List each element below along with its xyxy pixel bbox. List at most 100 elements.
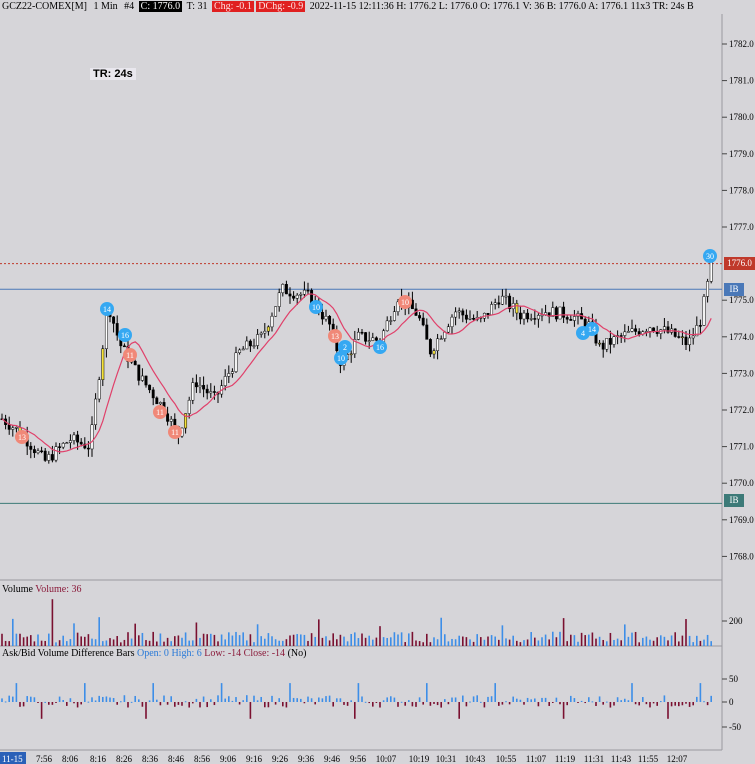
candle-body	[612, 336, 616, 345]
volume-bar	[638, 642, 640, 646]
diff-bar	[246, 695, 248, 702]
diff-bar	[678, 702, 680, 707]
volume-bar	[174, 636, 176, 646]
diff-bar	[184, 701, 187, 703]
candle	[428, 338, 432, 358]
time-axis-label: 8:16	[90, 754, 107, 764]
candle	[11, 425, 15, 437]
diff-bar	[260, 696, 262, 702]
candle-body	[472, 318, 476, 320]
volume-bar	[40, 640, 43, 646]
volume-bar	[145, 640, 147, 646]
volume-bar	[465, 637, 468, 646]
volume-bar	[202, 633, 205, 646]
time-axis-label: 8:26	[116, 754, 133, 764]
red-marker-label: 13	[331, 332, 339, 341]
candle-body	[468, 318, 472, 320]
volume-bar	[390, 637, 392, 646]
volume-bar	[512, 635, 514, 646]
current-price-label: 1776.0	[724, 257, 755, 270]
diff-bar	[541, 697, 543, 702]
candle-body	[274, 306, 278, 317]
candle	[414, 303, 418, 317]
time-axis-label: 10:43	[465, 754, 486, 764]
candle-body	[691, 335, 695, 339]
candle	[576, 310, 580, 325]
diff-bar	[631, 683, 633, 702]
diff-bar	[37, 702, 39, 703]
diff-bar	[480, 701, 482, 703]
candle-body	[353, 339, 357, 355]
candle-body	[551, 307, 555, 317]
volume-bar	[454, 639, 457, 646]
candle-body	[526, 312, 530, 320]
blue-marker-label: 14	[103, 305, 111, 314]
candle	[97, 376, 101, 403]
diff-bar	[465, 702, 468, 707]
symbol-label[interactable]: GCZ22-COMEX[M]	[2, 1, 87, 12]
candle-body	[569, 319, 573, 321]
candle-body	[698, 325, 702, 327]
blue-marker	[309, 300, 323, 314]
candle	[83, 437, 87, 450]
volume-bar	[706, 634, 709, 646]
volume-bar	[37, 634, 39, 646]
candle-body	[425, 324, 429, 340]
volume-bar	[184, 632, 187, 646]
candle-body	[486, 312, 490, 315]
volume-bar	[213, 634, 216, 646]
red-marker	[398, 295, 412, 309]
candle	[601, 340, 605, 358]
volume-bar	[537, 640, 540, 646]
candle	[245, 336, 249, 350]
red-marker-label: 13	[18, 433, 26, 442]
volume-bar	[15, 633, 18, 646]
diff-bar	[498, 702, 500, 706]
volume-bar	[163, 641, 165, 646]
diff-bar	[537, 702, 540, 707]
volume-bar	[91, 638, 93, 646]
candle-body	[493, 302, 497, 305]
diff-bar	[357, 683, 360, 702]
volume-bar	[580, 632, 583, 646]
diff-bar	[138, 699, 140, 702]
volume-bar	[494, 636, 496, 646]
volume-bar	[602, 639, 604, 646]
diff-bar	[123, 695, 126, 702]
candle	[500, 289, 504, 306]
candle-body	[709, 261, 713, 282]
volume-bar	[48, 633, 50, 646]
volume-bar	[415, 640, 417, 646]
volume-bar	[490, 635, 493, 646]
blue-marker-label: 16	[121, 331, 129, 340]
candle-body	[112, 316, 116, 324]
diff-bar	[91, 697, 93, 702]
diff-bar	[656, 702, 658, 706]
diff-bar	[289, 683, 291, 702]
candle-body	[504, 295, 508, 298]
diff-bar	[58, 696, 61, 702]
diff-bar	[670, 702, 673, 707]
volume-bar	[530, 632, 532, 646]
interval-label[interactable]: 1 Min	[93, 1, 118, 12]
candle	[277, 288, 281, 312]
diff-bar	[368, 702, 370, 704]
volume-bar	[609, 632, 612, 646]
candle	[691, 327, 695, 345]
candle	[140, 368, 144, 382]
diff-bar	[652, 702, 655, 704]
candle-body	[637, 331, 641, 335]
time-axis-label: 8:06	[62, 754, 79, 764]
candle	[104, 311, 108, 358]
volume-bar	[127, 632, 129, 646]
red-marker-label: 11	[156, 408, 164, 417]
diff-bar	[706, 702, 709, 706]
diff-bar	[688, 702, 691, 707]
volume-bar	[4, 640, 7, 646]
volume-bar	[584, 635, 586, 646]
diff-bar	[696, 696, 698, 702]
diff-bar	[472, 696, 475, 702]
volume-bar	[451, 638, 453, 646]
candle	[148, 384, 152, 394]
